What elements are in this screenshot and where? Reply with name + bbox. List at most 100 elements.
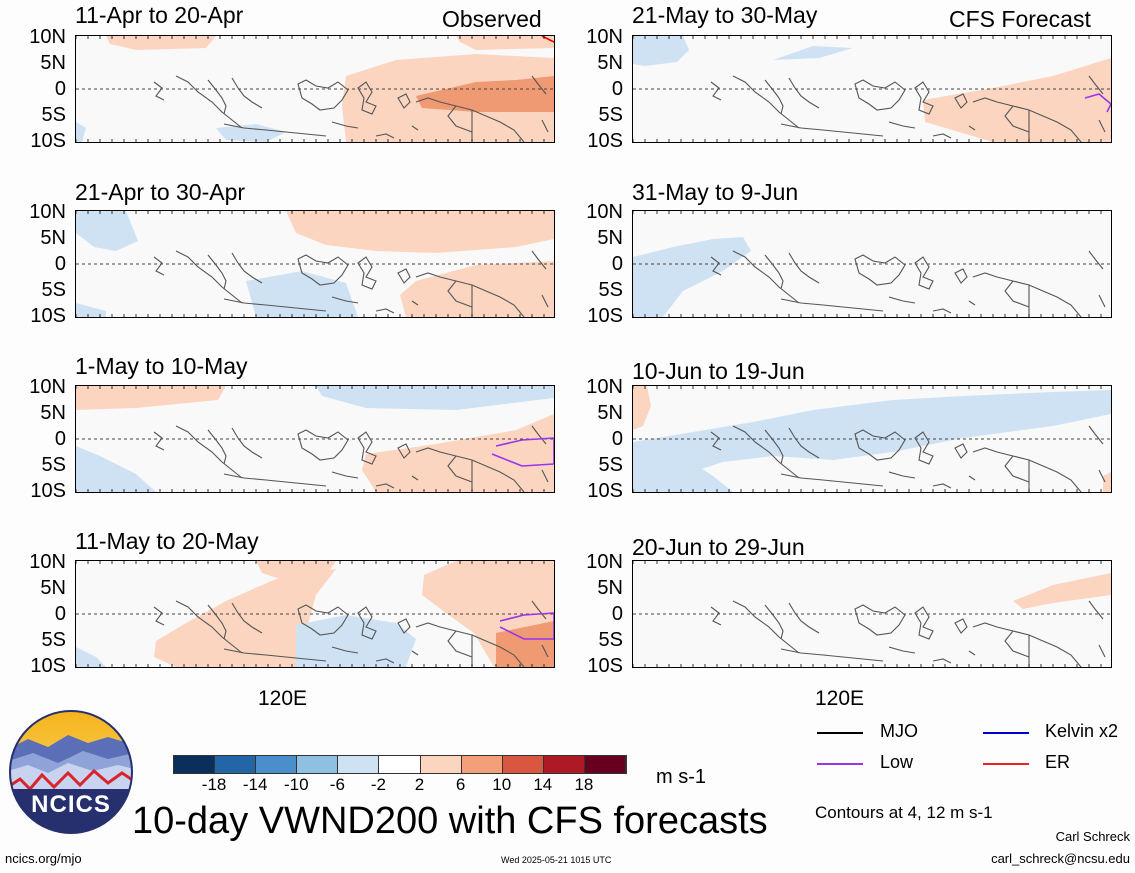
- y-tick-label: 10N: [29, 26, 66, 48]
- colorbar-tick-label: -2: [370, 775, 387, 794]
- coastline: [732, 425, 800, 479]
- coastline: [223, 648, 327, 662]
- coastline: [968, 475, 976, 481]
- legend-label-low: Low: [880, 752, 914, 772]
- coastline: [954, 443, 968, 459]
- y-tick-label: 5S: [598, 104, 623, 126]
- y-tick-label: 0: [54, 253, 66, 275]
- coastline: [207, 604, 227, 640]
- anomaly-shading: [154, 569, 336, 667]
- colorbar-cell: [215, 756, 257, 773]
- coastline: [888, 121, 916, 129]
- colorbar-units: m s-1: [656, 766, 706, 788]
- coastline: [732, 600, 800, 654]
- colorbar-tick-label: 10: [492, 775, 512, 794]
- anomaly-shading: [316, 386, 554, 410]
- y-tick-label: 5S: [41, 629, 66, 651]
- coastline: [297, 254, 349, 286]
- coastline: [357, 606, 377, 640]
- anomaly-shading: [633, 36, 689, 66]
- y-tick-label: 10S: [587, 130, 623, 152]
- coastline: [397, 93, 411, 109]
- coastline: [932, 308, 952, 314]
- map-panel-obs-3: [75, 385, 555, 493]
- panel-title-obs-2: 21-Apr to 30-Apr: [75, 179, 246, 205]
- coastline: [375, 308, 395, 314]
- coastline: [710, 431, 722, 451]
- y-tick-label: 5N: [40, 52, 66, 74]
- map-panel-fcst-2: [632, 210, 1112, 318]
- panel-title-fcst-1: 21-May to 30-May: [632, 2, 818, 28]
- footer-url[interactable]: ncics.org/mjo: [5, 851, 82, 866]
- y-tick-label: 5N: [40, 402, 66, 424]
- anomaly-shading: [633, 237, 751, 317]
- coastline: [1098, 469, 1106, 483]
- coastline: [375, 133, 395, 139]
- y-tick-label: 5S: [598, 629, 623, 651]
- x-tick-120e-fcst: 120E: [815, 687, 865, 710]
- y-tick-label: 10S: [587, 480, 623, 502]
- coastline: [397, 443, 411, 459]
- coastline: [531, 600, 547, 620]
- y-tick-label: 0: [54, 428, 66, 450]
- panel-title-fcst-3: 10-Jun to 19-Jun: [632, 358, 805, 384]
- y-tick-label: 5N: [597, 402, 623, 424]
- legend-label-kelvin: Kelvin x2: [1045, 721, 1119, 741]
- y-tick-label: 5S: [598, 454, 623, 476]
- map-svg: [76, 36, 554, 142]
- coastline: [968, 125, 976, 131]
- coastline: [207, 79, 227, 115]
- main-title: 10-day VWND200 with CFS forecasts: [132, 800, 768, 842]
- coastline: [541, 294, 549, 308]
- coastline: [357, 431, 377, 465]
- coastline: [914, 606, 934, 640]
- coastline: [357, 81, 377, 115]
- colorbar-cell: [379, 756, 421, 773]
- colorbar-tick-label: -14: [242, 775, 268, 794]
- map-svg: [633, 36, 1111, 142]
- coastline: [411, 300, 419, 306]
- anomaly-shading: [76, 122, 86, 142]
- legend-line-low: [817, 763, 863, 765]
- coastline: [175, 600, 243, 654]
- footer-email[interactable]: carl_schreck@ncsu.edu: [991, 851, 1130, 866]
- coastline: [954, 268, 968, 284]
- coastline: [411, 650, 419, 656]
- legend-line-mjo: [817, 732, 863, 734]
- coastline: [231, 252, 263, 284]
- coastline: [411, 125, 419, 131]
- coastline: [954, 93, 968, 109]
- anomaly-shading: [76, 647, 106, 667]
- coastline: [447, 105, 473, 133]
- anomaly-shading: [216, 124, 286, 142]
- coastline: [231, 77, 263, 109]
- legend-line-kelvin: [983, 732, 1029, 734]
- coastline: [764, 254, 784, 290]
- map-panel-obs-2: [75, 210, 555, 318]
- y-tick-label: 10N: [586, 376, 623, 398]
- coastline: [153, 81, 165, 101]
- coastline: [541, 469, 549, 483]
- coastline: [888, 296, 916, 304]
- footer-author: Carl Schreck: [1055, 829, 1130, 844]
- coastline: [780, 298, 884, 312]
- y-tick-label: 5S: [41, 454, 66, 476]
- coastline: [914, 256, 934, 290]
- coastline: [1004, 105, 1030, 133]
- wave-contour: [499, 612, 554, 640]
- coastline: [932, 483, 952, 489]
- coastline: [175, 425, 243, 479]
- coastline: [932, 133, 952, 139]
- y-tick-label: 5S: [598, 279, 623, 301]
- legend-label-er: ER: [1045, 752, 1071, 772]
- coastline: [541, 644, 549, 658]
- coastline: [375, 483, 395, 489]
- y-tick-label: 5N: [597, 52, 623, 74]
- coastline: [207, 429, 227, 465]
- y-tick-label: 5N: [40, 577, 66, 599]
- y-tick-label: 0: [611, 78, 623, 100]
- coastline: [1004, 630, 1030, 658]
- y-tick-label: 10S: [30, 480, 66, 502]
- forecast-header: CFS Forecast: [949, 6, 1091, 32]
- coastline: [331, 646, 359, 654]
